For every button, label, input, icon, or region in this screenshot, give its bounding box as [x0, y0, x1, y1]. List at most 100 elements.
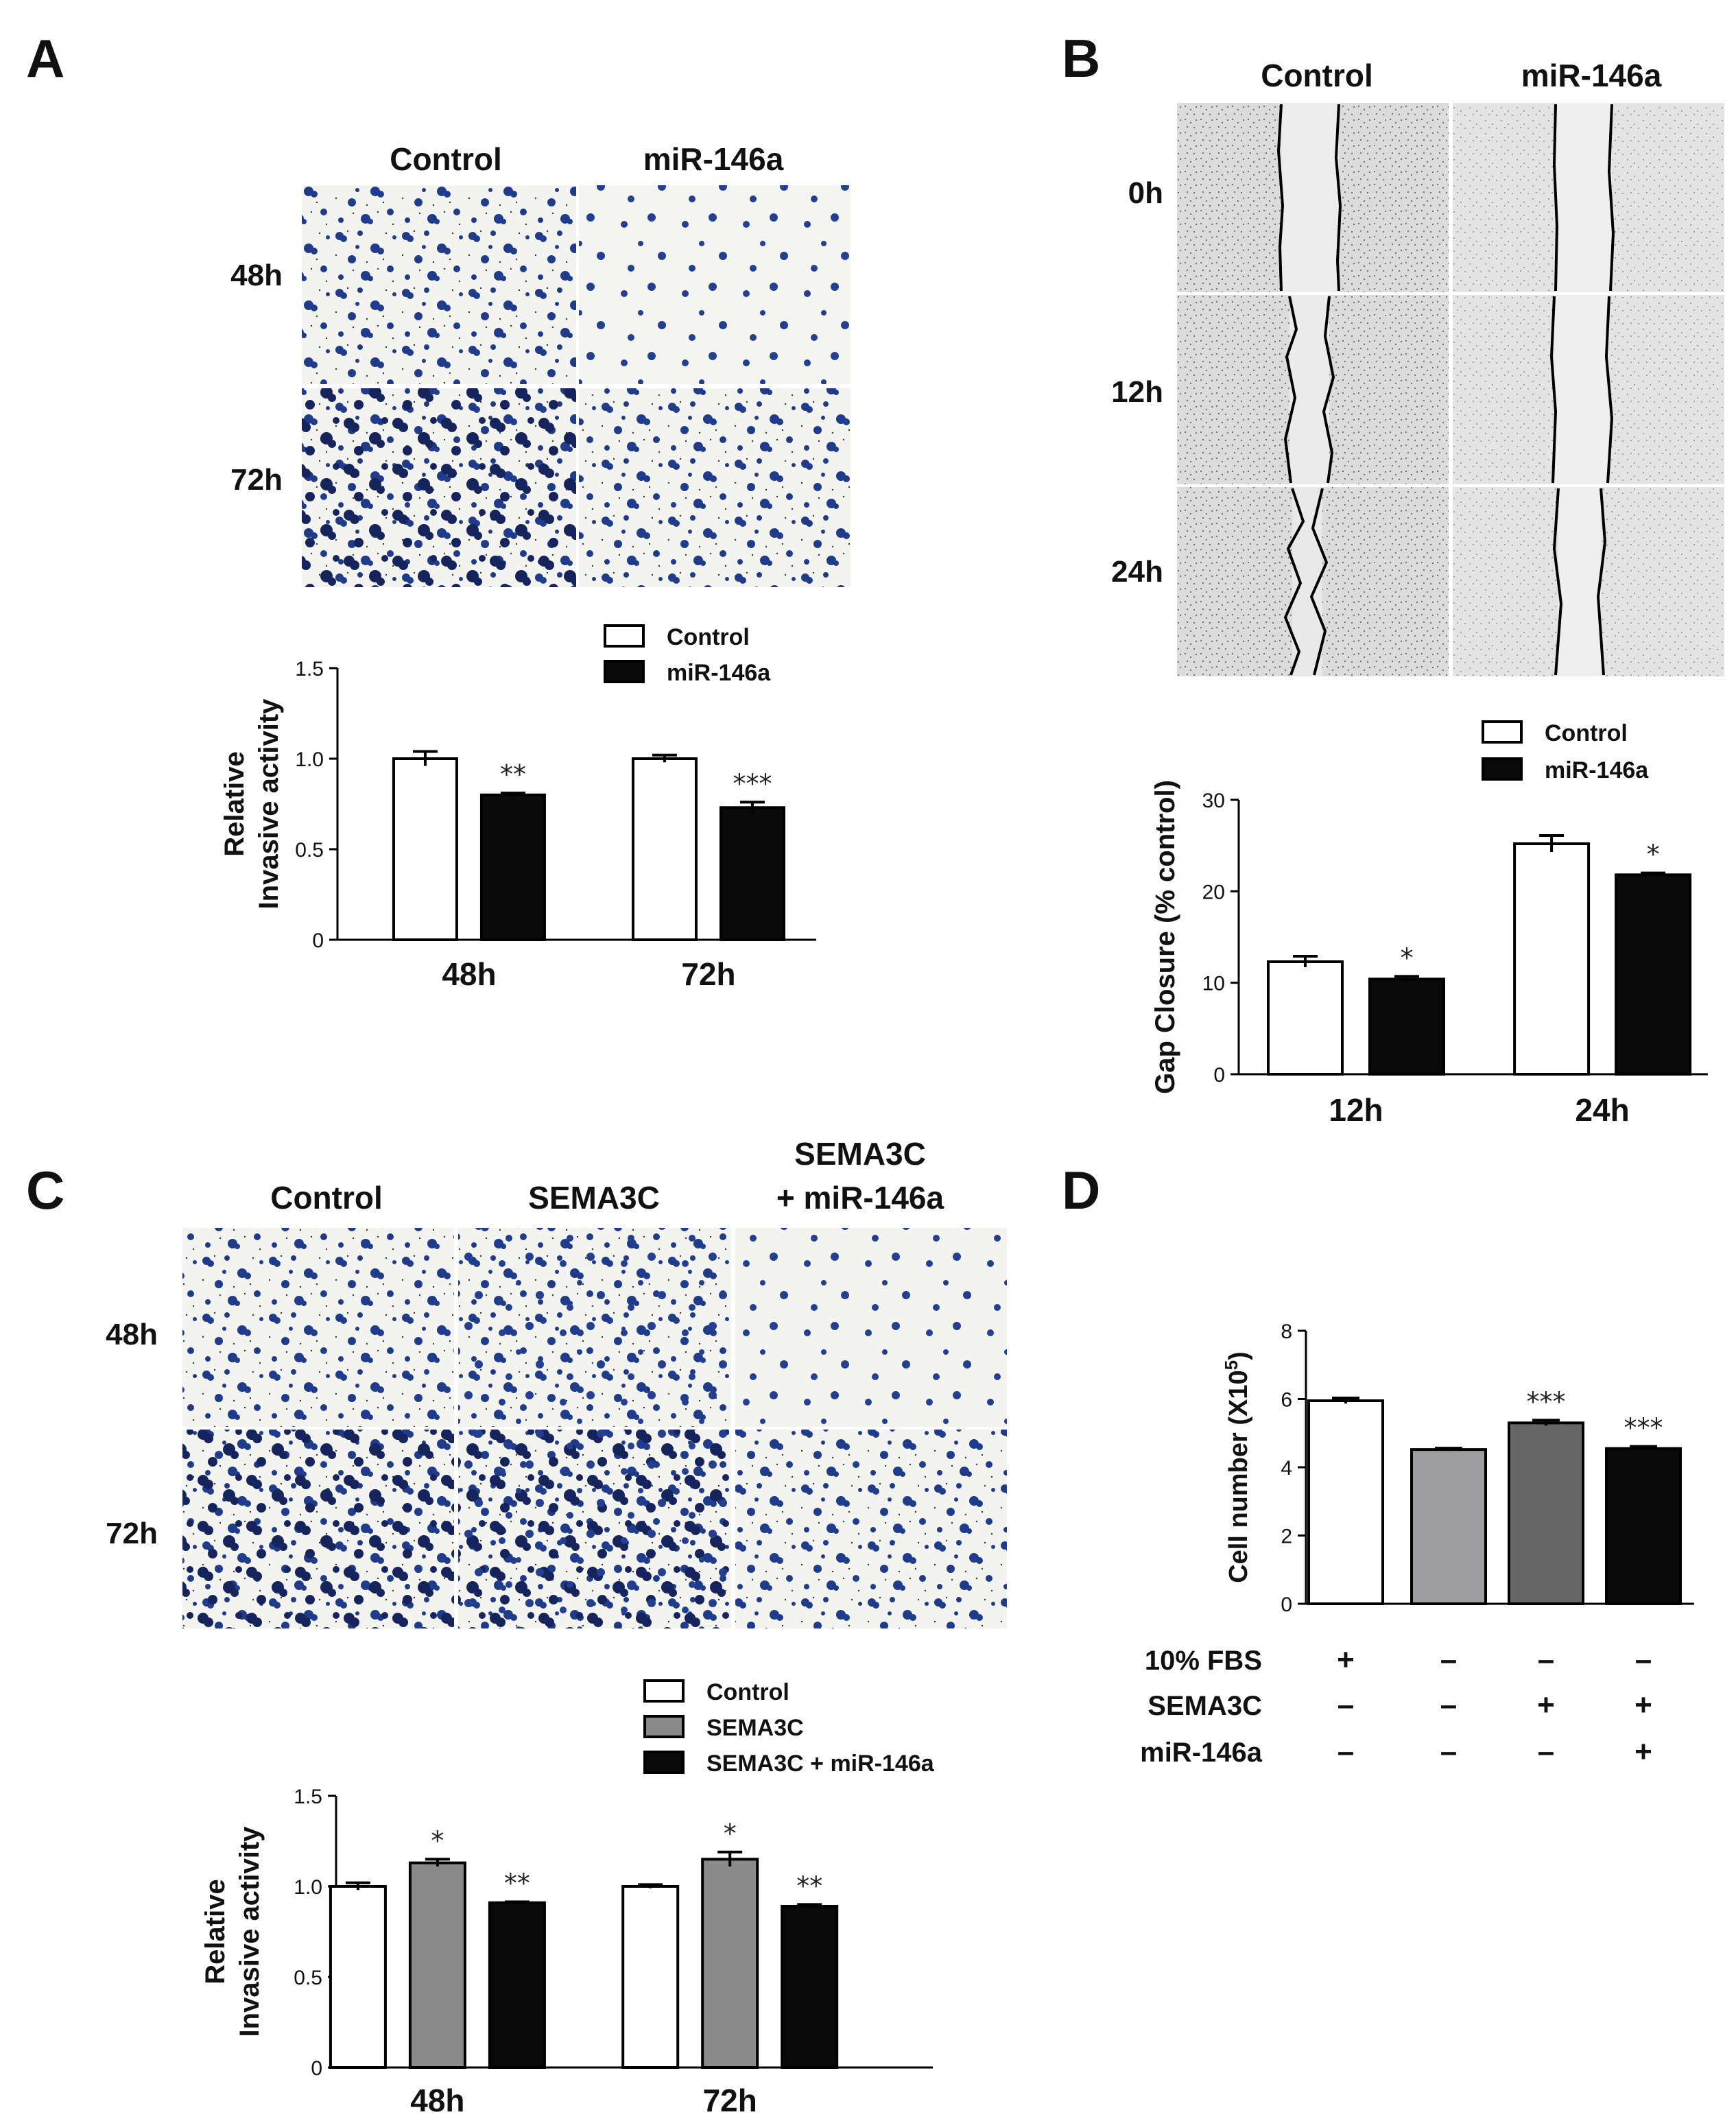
scratch-b-control-0h-gap: [1281, 103, 1339, 292]
bar: [1605, 1447, 1682, 1605]
panel-c-col-header-control: Control: [270, 1180, 383, 1216]
scratch-edge-line: [1334, 104, 1342, 292]
panel-a-row-label-48h: 48h: [230, 259, 283, 292]
panel-b-col-header-mir146a: miR-146a: [1521, 58, 1662, 93]
condition-sign: +: [1337, 1643, 1355, 1676]
y-tick-label: 0: [312, 929, 324, 952]
y-axis-label: Relative: [219, 751, 250, 856]
legend-swatch: [604, 624, 645, 648]
x-category-label: 48h: [410, 2083, 464, 2118]
scratch-edge-line: [1604, 296, 1614, 484]
panel-c-col-header-sema3c-mir-line1: SEMA3C: [794, 1136, 926, 1172]
legend-label: miR-146a: [667, 660, 771, 686]
panel-b-row-label-0h: 0h: [1128, 176, 1163, 210]
bar: [631, 757, 698, 941]
y-axis-label: Invasive activity: [235, 1826, 265, 2037]
bar: [1615, 873, 1692, 1076]
bar: [701, 1858, 759, 2069]
x-category-label: 48h: [442, 956, 496, 992]
significance-marker: **: [500, 759, 526, 790]
significance-marker: *: [1401, 943, 1414, 973]
condition-sign: –: [1538, 1735, 1554, 1768]
condition-sign: –: [1440, 1735, 1457, 1768]
x-category-label: 72h: [681, 956, 735, 992]
panel-a-col-header-mir146a: miR-146a: [643, 141, 784, 177]
condition-sign: +: [1634, 1735, 1652, 1768]
scratch-edge-line: [1552, 488, 1563, 676]
y-tick-label: 1.5: [294, 1786, 322, 1808]
micrograph-a-control-48h: [302, 185, 576, 384]
legend-label: Control: [706, 1679, 789, 1705]
y-tick-label: 10: [1202, 973, 1225, 995]
micrograph-c-sema3c-72h-dense2: [458, 1430, 731, 1628]
micrograph-c-control-48h: [182, 1228, 454, 1427]
scratch-edge-line: [1607, 104, 1615, 292]
significance-marker: *: [724, 1818, 737, 1849]
significance-marker: *: [431, 1825, 444, 1856]
x-category-label: 24h: [1575, 1092, 1629, 1128]
micrograph-c-control-72h-dense: [182, 1430, 454, 1628]
scratch-b-mir-0h-gap: [1556, 103, 1612, 292]
micrograph-c-combo-72h: [735, 1430, 1007, 1628]
condition-sign: –: [1440, 1688, 1457, 1722]
y-tick-label: 30: [1202, 790, 1225, 812]
scratch-edge-line: [1552, 104, 1559, 292]
legend-label: SEMA3C + miR-146a: [706, 1751, 935, 1777]
legend-swatch: [1482, 757, 1523, 781]
micrograph-a-control-72h-dense: [302, 388, 576, 587]
y-axis-label: Cell number (X105): [1221, 1351, 1253, 1583]
panel-label-d: D: [1062, 1160, 1100, 1220]
panel-a-micrographs: Control miR-146a 48h 72h: [230, 141, 851, 587]
panel-label-b: B: [1062, 28, 1100, 88]
condition-sign: –: [1635, 1643, 1652, 1676]
micrograph-a-mir146a-48h-stain: [579, 185, 851, 384]
y-tick-label: 2: [1281, 1526, 1292, 1548]
legend-swatch: [643, 1715, 685, 1738]
scratch-b-mir-12h-gap: [1554, 295, 1609, 484]
legend-swatch: [643, 1751, 685, 1774]
legend-swatch: [604, 660, 645, 683]
y-tick-label: 1.0: [295, 748, 324, 771]
panel-c-micrographs: Control SEMA3C SEMA3C + miR-146a 48h 72h: [106, 1136, 1007, 1628]
panel-c-row-label-72h: 72h: [106, 1517, 158, 1550]
panel-b-row-label-24h: 24h: [1111, 555, 1163, 589]
condition-sign: +: [1537, 1688, 1555, 1722]
bar: [781, 1905, 839, 2070]
scratch-edge-line: [1549, 296, 1558, 484]
scratch-edge-line: [1283, 488, 1305, 676]
y-tick-label: 20: [1202, 881, 1225, 903]
legend-swatch: [643, 1679, 685, 1703]
panel-label-a: A: [26, 28, 64, 88]
y-tick-label: 0: [311, 2057, 322, 2080]
chart-a: 0 0.5 1.0 1.5 Relative Invasive activity 48h **…: [219, 624, 816, 992]
x-category-label: 72h: [703, 2083, 757, 2118]
scratch-edge-line: [1322, 296, 1335, 484]
condition-sign: –: [1440, 1643, 1457, 1676]
chart-d: 0 2 4 6 8 Cell number (X105) *** *** 10% FBS + – – –…: [1140, 1320, 1694, 1768]
y-tick-label: 4: [1281, 1457, 1292, 1480]
y-axis-label: Invasive activity: [254, 698, 284, 910]
condition-label: 10% FBS: [1145, 1646, 1262, 1676]
y-tick-label: 8: [1281, 1320, 1292, 1343]
y-tick-label: 6: [1281, 1389, 1292, 1412]
y-tick-label: 0: [1281, 1593, 1292, 1616]
condition-label: miR-146a: [1140, 1738, 1263, 1768]
bar: [408, 1861, 466, 2069]
bar: [1513, 842, 1591, 1076]
y-tick-label: 1.5: [295, 658, 324, 680]
bar: [329, 1885, 387, 2069]
significance-marker: ***: [1527, 1386, 1566, 1417]
legend-label: Control: [1545, 720, 1628, 746]
condition-label: SEMA3C: [1148, 1691, 1262, 1721]
scratch-edge-line: [1309, 488, 1329, 676]
condition-sign: +: [1634, 1688, 1652, 1722]
y-axis-label: Gap Closure (% control): [1150, 780, 1180, 1094]
legend-label: miR-146a: [1545, 757, 1649, 783]
y-tick-label: 0.5: [294, 1967, 322, 1989]
condition-sign: –: [1337, 1735, 1354, 1768]
panel-b-micrographs: Control miR-146a 0h 12h 24h: [1111, 58, 1724, 676]
panel-c-col-header-sema3c-mir-line2: + miR-146a: [776, 1180, 944, 1216]
micrograph-c-sema3c-48h-extra: [458, 1228, 731, 1427]
y-axis-label: Relative: [200, 1879, 230, 1984]
